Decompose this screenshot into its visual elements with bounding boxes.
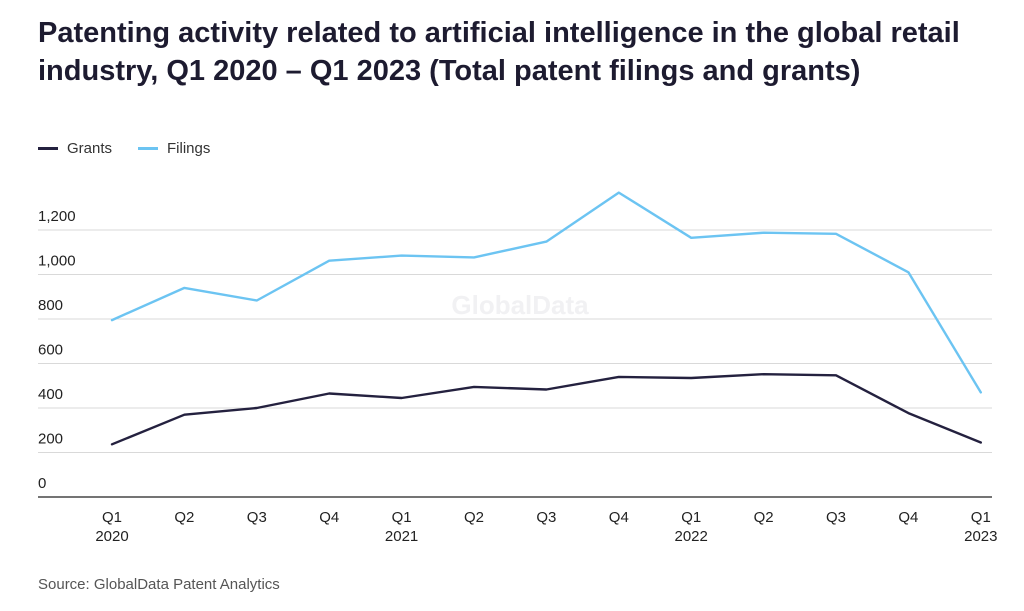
x-tick-label: Q2 bbox=[754, 509, 774, 526]
legend: Grants Filings bbox=[38, 140, 210, 157]
x-tick-year-label: 2023 bbox=[964, 528, 997, 545]
legend-label-grants: Grants bbox=[67, 140, 113, 157]
y-tick-label: 400 bbox=[38, 386, 63, 403]
x-tick-label: Q3 bbox=[247, 509, 267, 526]
y-tick-label: 600 bbox=[38, 342, 63, 359]
source-note: Source: GlobalData Patent Analytics bbox=[38, 576, 280, 593]
y-tick-label: 0 bbox=[38, 475, 46, 492]
x-tick-label: Q4 bbox=[319, 509, 339, 526]
x-tick-label: Q4 bbox=[609, 509, 629, 526]
series-line-grants bbox=[110, 373, 982, 446]
legend-item-filings: Filings bbox=[138, 140, 210, 157]
y-tick-label: 200 bbox=[38, 431, 63, 448]
series-line-filings bbox=[110, 191, 982, 394]
y-tick-label: 1,000 bbox=[38, 253, 76, 270]
x-tick-label: Q2 bbox=[464, 509, 484, 526]
x-tick-year-label: 2020 bbox=[95, 528, 128, 545]
legend-swatch-grants bbox=[38, 147, 58, 150]
watermark-text: GlobalData bbox=[451, 290, 589, 320]
x-tick-label: Q3 bbox=[826, 509, 846, 526]
legend-item-grants: Grants bbox=[38, 140, 112, 157]
x-tick-label: Q1 bbox=[681, 509, 701, 526]
x-tick-label: Q1 bbox=[971, 509, 991, 526]
legend-swatch-filings bbox=[138, 147, 159, 150]
x-tick-label: Q4 bbox=[898, 509, 918, 526]
x-tick-label: Q1 bbox=[392, 509, 412, 526]
x-tick-year-label: 2021 bbox=[385, 528, 418, 545]
x-tick-label: Q2 bbox=[174, 509, 194, 526]
x-tick-label: Q3 bbox=[536, 509, 556, 526]
legend-label-filings: Filings bbox=[167, 140, 211, 157]
chart-title: Patenting activity related to artificial… bbox=[38, 17, 960, 87]
y-tick-label: 800 bbox=[38, 297, 63, 314]
x-tick-label: Q1 bbox=[102, 509, 122, 526]
x-tick-year-label: 2022 bbox=[675, 528, 708, 545]
y-tick-label: 1,200 bbox=[38, 208, 76, 225]
